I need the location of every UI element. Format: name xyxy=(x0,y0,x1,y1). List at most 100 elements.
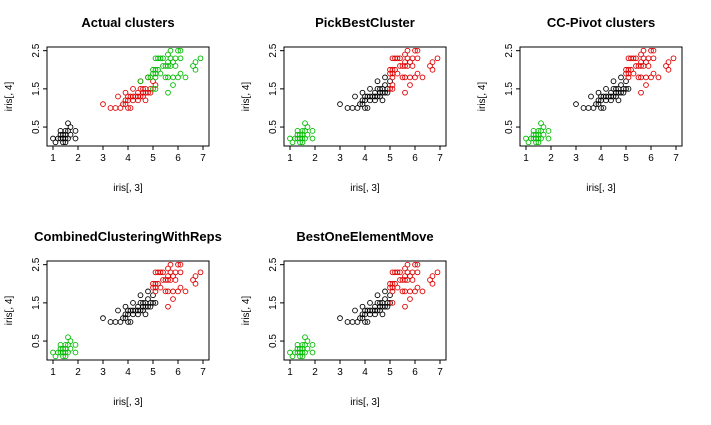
x-tick-label: 7 xyxy=(437,367,443,378)
data-point xyxy=(402,51,408,58)
x-tick-label: 5 xyxy=(623,153,629,164)
data-point xyxy=(357,101,363,107)
x-axis-label: iris[, 3] xyxy=(350,183,380,194)
data-point xyxy=(299,139,306,146)
data-point xyxy=(402,277,408,283)
y-tick-label: 1.5 xyxy=(504,81,515,95)
data-point xyxy=(615,97,622,104)
data-point xyxy=(137,292,144,299)
data-point xyxy=(127,105,134,111)
data-point xyxy=(535,139,542,146)
x-tick-label: 7 xyxy=(437,153,443,164)
data-point xyxy=(115,93,121,100)
data-point xyxy=(538,135,544,142)
data-point xyxy=(384,303,391,310)
scatter-panel: BestOneElementMove 1 2 3 4 5 6 7 0.5 1.5 2.5 iris[,… xyxy=(241,229,447,408)
data-point xyxy=(545,135,552,142)
data-point xyxy=(643,74,649,81)
data-point xyxy=(387,70,393,77)
data-point xyxy=(100,315,106,321)
data-point xyxy=(377,86,383,92)
data-point xyxy=(177,70,184,77)
data-point xyxy=(359,89,366,96)
data-point xyxy=(65,349,71,356)
data-point xyxy=(404,261,411,268)
data-point xyxy=(304,131,311,138)
data-point xyxy=(160,269,166,276)
x-tick-label: 7 xyxy=(200,367,206,378)
data-point xyxy=(172,55,179,62)
data-point xyxy=(377,300,383,306)
data-point xyxy=(372,311,378,318)
data-point xyxy=(172,63,179,69)
data-point xyxy=(57,128,64,134)
data-point xyxy=(643,82,649,88)
data-point xyxy=(192,273,199,279)
data-point xyxy=(62,131,69,138)
x-tick-label: 5 xyxy=(150,153,156,164)
data-point xyxy=(145,288,151,295)
data-point xyxy=(197,55,204,62)
x-tick-label: 3 xyxy=(337,153,343,164)
data-point xyxy=(372,97,378,104)
data-point xyxy=(354,319,361,325)
data-point xyxy=(620,89,627,96)
x-tick-label: 1 xyxy=(50,367,56,378)
x-tick-label: 5 xyxy=(387,153,393,164)
data-point xyxy=(117,319,124,325)
data-point xyxy=(337,315,343,321)
y-axis-label: iris[, 4] xyxy=(4,82,15,112)
x-tick-label: 1 xyxy=(50,153,56,164)
data-point xyxy=(122,303,129,310)
y-tick-label: 0.5 xyxy=(268,120,279,134)
data-point xyxy=(404,47,411,54)
data-point xyxy=(655,74,662,81)
data-point xyxy=(409,55,416,62)
data-point xyxy=(152,300,159,306)
x-tick-label: 3 xyxy=(100,367,106,378)
data-point xyxy=(407,296,413,302)
data-point xyxy=(359,311,366,318)
data-point xyxy=(530,128,537,134)
data-point xyxy=(638,89,644,96)
y-tick-label: 1.5 xyxy=(31,81,42,95)
data-point xyxy=(67,345,74,352)
data-point xyxy=(663,63,669,69)
plot-title: PickBestCluster xyxy=(315,15,415,30)
data-point xyxy=(162,288,169,295)
data-point xyxy=(434,55,441,62)
data-point xyxy=(414,284,421,291)
data-point xyxy=(359,101,366,107)
data-point xyxy=(374,93,381,100)
data-point xyxy=(162,74,169,81)
data-point xyxy=(359,97,366,104)
data-point xyxy=(409,269,416,276)
y-axis-label: iris[, 4] xyxy=(241,82,252,112)
data-point xyxy=(414,269,421,276)
x-tick-label: 6 xyxy=(175,153,181,164)
y-tick-label: 2.5 xyxy=(31,257,42,271)
x-tick-label: 4 xyxy=(125,367,131,378)
data-point xyxy=(613,93,619,100)
data-point xyxy=(140,307,146,314)
data-point xyxy=(125,319,131,325)
data-point xyxy=(192,280,199,287)
data-point xyxy=(595,101,602,107)
data-point xyxy=(135,97,141,104)
data-point xyxy=(638,63,644,69)
data-point xyxy=(414,261,421,268)
data-point xyxy=(349,105,356,111)
data-point xyxy=(100,101,106,107)
data-point xyxy=(152,66,159,73)
x-tick-label: 3 xyxy=(573,153,579,164)
y-tick-label: 0.5 xyxy=(504,120,515,134)
data-point xyxy=(374,292,381,299)
x-tick-label: 6 xyxy=(412,367,418,378)
data-point xyxy=(648,74,654,81)
y-axis-label: iris[, 4] xyxy=(241,296,252,326)
y-tick-label: 1.5 xyxy=(268,81,279,95)
data-point xyxy=(155,66,161,73)
x-tick-label: 5 xyxy=(387,367,393,378)
x-tick-label: 5 xyxy=(150,367,156,378)
